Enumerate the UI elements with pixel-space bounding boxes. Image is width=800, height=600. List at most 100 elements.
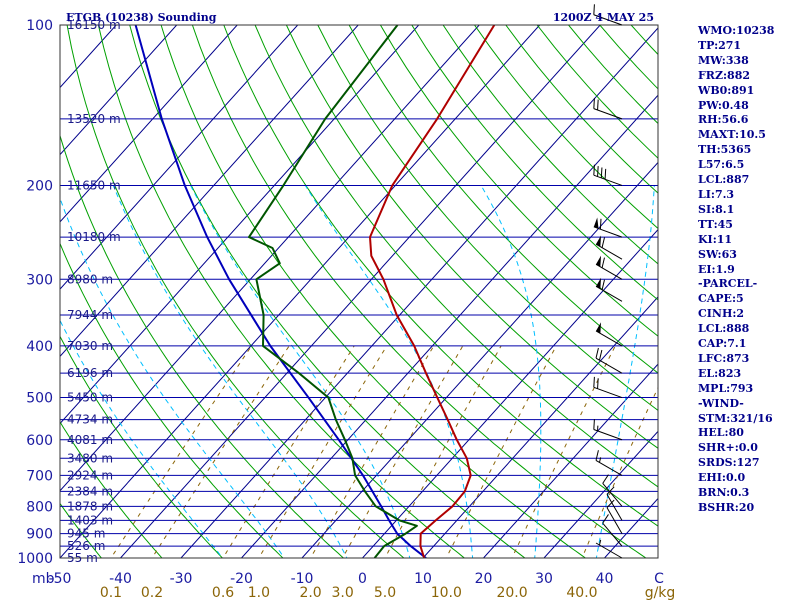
wind-barb: [595, 539, 623, 559]
wind-barb-feather: [595, 450, 599, 461]
sounding-index-row: SW:63: [698, 247, 737, 261]
height-level-label: 1878 m: [67, 499, 113, 513]
dry-adiabat-line: [223, 25, 658, 527]
wind-barb-flag: [596, 322, 602, 334]
wind-barb: [606, 499, 623, 534]
height-level-label: 4081 m: [67, 433, 113, 447]
moist-adiabat-line: [60, 196, 285, 558]
mixing-ratio-tick-label: 5.0: [374, 585, 396, 600]
isotherm-line: [301, 161, 658, 558]
isotherm-line: [483, 363, 658, 558]
mixing-ratio-tick-label: 40.0: [566, 585, 597, 600]
mixing-ratio-tick-label: 2.0: [299, 585, 321, 600]
isotherm-line: [60, 25, 480, 492]
wind-barb-staff: [602, 483, 623, 507]
isotherm-line: [422, 296, 658, 558]
wind-barb-half-feather: [598, 539, 602, 546]
wind-barb-staff: [595, 460, 623, 476]
mixing-ratio-unit-label: g/kg: [645, 585, 676, 600]
moist-adiabat-line: [304, 185, 474, 558]
wind-barb-flag: [596, 255, 602, 267]
mixing-ratio-tick-label: 0.2: [141, 585, 163, 600]
height-level-label: 945 m: [67, 527, 105, 541]
temperature-tick-label: 10: [414, 571, 432, 587]
isotherm-line: [180, 27, 658, 558]
wind-barb-staff: [606, 507, 623, 534]
temperature-tick-label: 20: [475, 571, 493, 587]
dry-adiabat-line: [348, 25, 658, 374]
wind-barb: [595, 255, 623, 280]
wind-barb-feather: [593, 164, 595, 176]
wind-barb-feather: [593, 419, 595, 430]
wind-barb: [602, 514, 623, 547]
wind-barb-feather: [601, 257, 605, 268]
isotherm-line: [60, 25, 359, 358]
sounding-index-row: EHI:0.0: [698, 471, 746, 485]
sounding-index-row: BSHR:20: [698, 501, 755, 514]
dry-adiabat-line: [60, 134, 345, 558]
wind-barb: [593, 419, 623, 441]
wind-barb-feather: [601, 279, 605, 290]
wind-barb-feather: [606, 486, 615, 495]
sounding-index-row: LCL:888: [698, 322, 750, 336]
mixing-ratio-tick-label: 0.1: [100, 585, 122, 600]
pressure-tick-label: 400: [26, 339, 53, 355]
wind-barb: [595, 450, 623, 476]
sounding-index-row: SRDS:127: [698, 456, 760, 470]
height-level-label: 2384 m: [67, 484, 113, 498]
isotherm-line: [60, 25, 299, 290]
moist-adiabat-line: [112, 185, 348, 558]
height-level-label: 2924 m: [67, 468, 113, 482]
wind-barb: [593, 164, 623, 186]
sounding-index-row: LI:7.3: [698, 187, 735, 201]
wind-barb-staff: [593, 386, 623, 399]
isotherm-line: [241, 94, 658, 558]
height-level-label: 1403 m: [67, 513, 113, 527]
sounding-index-row: MPL:793: [698, 381, 754, 395]
height-level-label: 8980 m: [67, 272, 113, 286]
dry-adiabat-line: [411, 25, 658, 301]
sounding-index-row: HEL:80: [698, 426, 744, 440]
mixing-ratio-line: [581, 386, 658, 558]
height-level-label: 526 m: [67, 539, 105, 553]
mixing-ratio-line: [310, 345, 435, 558]
pressure-unit-label: mb: [32, 571, 55, 587]
wind-barb-staff: [593, 108, 623, 120]
temperature-tick-label: 0: [358, 571, 367, 587]
sounding-index-row: -WIND-: [698, 396, 744, 410]
sounding-index-row: LFC:873: [698, 351, 750, 365]
mixing-ratio-line: [258, 345, 388, 558]
wind-barb-feather: [595, 347, 599, 359]
height-level-label: 16150 m: [67, 18, 121, 32]
dry-adiabat-line: [60, 421, 163, 558]
height-level-label: 6196 m: [67, 366, 113, 380]
sounding-index-row: RH:56.6: [698, 113, 749, 127]
temperature-tick-label: -20: [230, 571, 253, 587]
sounding-index-row: CAP:7.1: [698, 337, 747, 351]
dry-adiabat-line: [66, 25, 405, 558]
wind-barb-staff: [606, 494, 623, 521]
sounding-index-row: STM:321/16: [698, 411, 773, 425]
wind-barb-flag: [596, 277, 602, 289]
moist-adiabat-line: [480, 185, 542, 558]
dry-adiabat-line: [285, 25, 658, 449]
wind-barb-flag: [596, 235, 602, 247]
mixing-ratio-tick-label: 1.0: [248, 585, 270, 600]
wind-barb-feather: [602, 514, 609, 524]
isotherm-line: [60, 25, 238, 223]
temperature-tick-label: -40: [109, 571, 132, 587]
wind-barb-feather: [606, 499, 615, 508]
dry-adiabat-line: [97, 25, 466, 558]
mixing-ratio-line: [151, 345, 290, 558]
wind-barb-feather: [597, 378, 599, 389]
dry-adiabat-line: [254, 25, 658, 488]
dry-adiabat-line: [60, 335, 224, 558]
wind-barb-staff: [595, 243, 623, 260]
wind-barb: [606, 486, 623, 521]
sounding-index-panel: WMO:10238 TP:271 MW:338 FRZ:882 WB0:891 PW:0.…: [698, 24, 798, 516]
wind-barb-feather: [598, 349, 603, 361]
sounding-index-row: L57:6.5: [698, 158, 745, 172]
pressure-tick-label: 700: [26, 468, 53, 484]
